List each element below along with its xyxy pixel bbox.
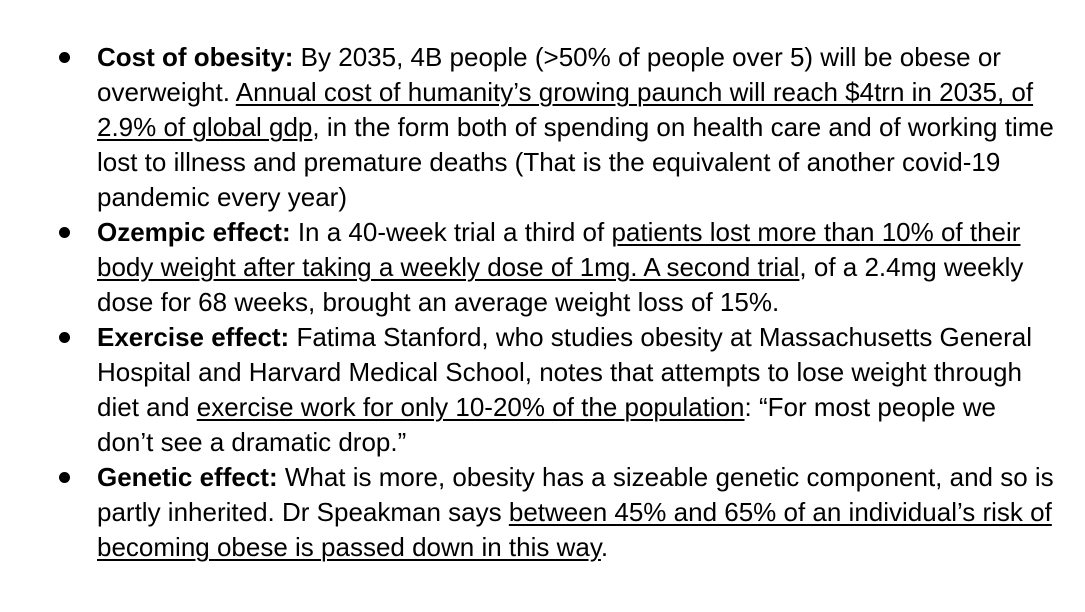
text-segment: between 45% and 65% of an individual’s r… <box>97 497 1052 562</box>
document-page: Cost of obesity: By 2035, 4B people (>50… <box>59 40 1054 565</box>
text-segment: Exercise effect: <box>97 322 290 352</box>
text-segment: patients lost more than 10% of their bod… <box>97 217 1021 282</box>
text-segment: In a 40-week trial a third of <box>290 217 612 247</box>
bullet-point-icon <box>59 227 70 238</box>
text-segment: . <box>600 532 609 562</box>
text-segment: Cost of obesity: <box>97 42 294 72</box>
text-segment: By 2035, 4B people (>50% of people over … <box>97 42 1001 107</box>
text-segment: Ozempic effect: <box>97 217 291 247</box>
bullet-list: Cost of obesity: By 2035, 4B people (>50… <box>59 40 1054 565</box>
text-segment: exercise work for only 10-20% of the pop… <box>196 392 745 422</box>
text-segment: Annual cost of humanity’s growing paunch… <box>97 77 1034 142</box>
text-segment: : “For most people we don’t see a dramat… <box>97 392 996 457</box>
text-segment: What is more, obesity has a sizeable gen… <box>97 462 1054 527</box>
text-segment: Fatima Stanford, who studies obesity at … <box>97 322 1033 422</box>
list-item: Genetic effect: What is more, obesity ha… <box>59 460 1054 565</box>
list-item: Cost of obesity: By 2035, 4B people (>50… <box>59 40 1054 215</box>
bullet-point-icon <box>59 332 70 343</box>
text-segment: , of a 2.4mg weekly dose for 68 weeks, b… <box>97 252 1024 317</box>
bullet-point-icon <box>59 52 70 63</box>
text-segment: , in the form both of spending on health… <box>97 112 1054 212</box>
list-item: Ozempic effect: In a 40-week trial a thi… <box>59 215 1054 320</box>
bullet-point-icon <box>59 472 70 483</box>
list-item: Exercise effect: Fatima Stanford, who st… <box>59 320 1054 460</box>
text-segment: Genetic effect: <box>97 462 278 492</box>
